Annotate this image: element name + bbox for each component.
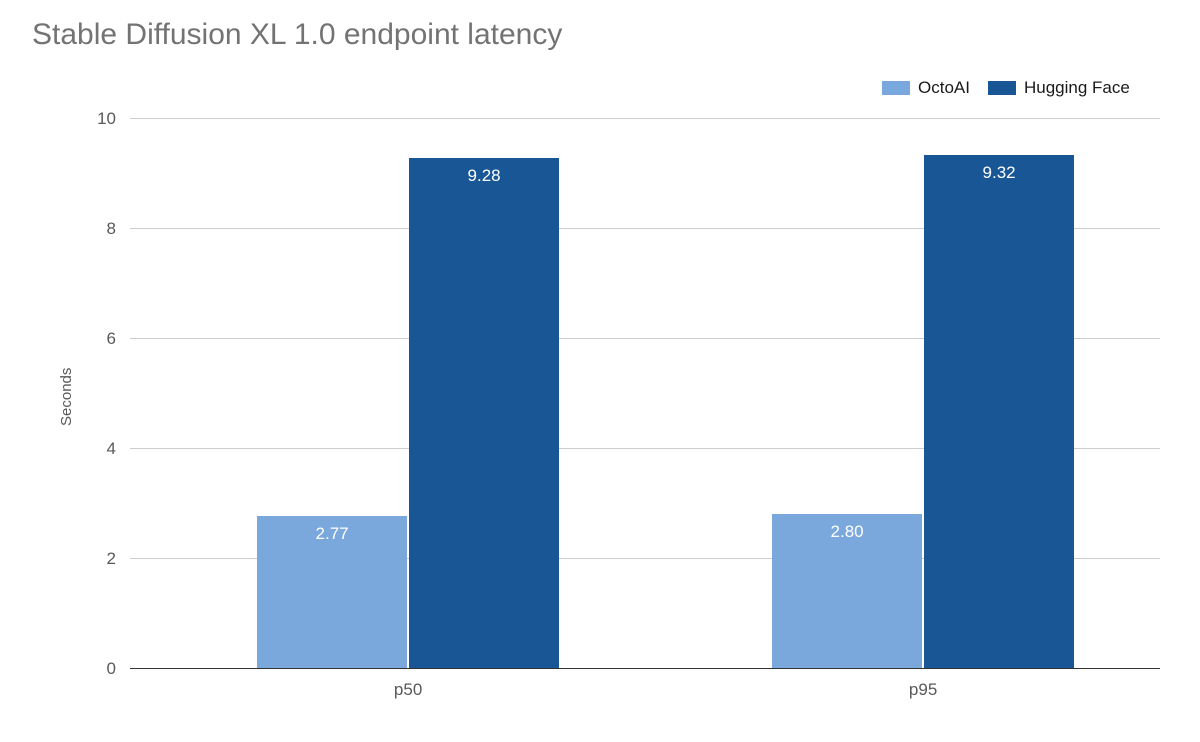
bar-label: 9.32 xyxy=(924,163,1074,183)
x-tick-label: p95 xyxy=(863,680,983,700)
y-tick-label: 6 xyxy=(76,329,116,349)
legend-item-octoai: OctoAI xyxy=(882,78,970,98)
gridline xyxy=(130,118,1160,119)
legend-item-huggingface: Hugging Face xyxy=(988,78,1130,98)
y-tick-label: 4 xyxy=(76,439,116,459)
y-tick-label: 2 xyxy=(76,549,116,569)
bar-label: 9.28 xyxy=(409,166,559,186)
x-tick-label: p50 xyxy=(348,680,468,700)
y-tick-label: 8 xyxy=(76,219,116,239)
legend: OctoAI Hugging Face xyxy=(882,78,1130,98)
plot-area: 0246810p502.779.28p952.809.32 xyxy=(130,118,1160,668)
chart-title: Stable Diffusion XL 1.0 endpoint latency xyxy=(32,18,562,52)
baseline xyxy=(130,668,1160,669)
bar-hugging-face-p95 xyxy=(924,155,1074,668)
chart-container: Stable Diffusion XL 1.0 endpoint latency… xyxy=(0,0,1200,742)
legend-label-octoai: OctoAI xyxy=(918,78,970,98)
y-tick-label: 0 xyxy=(76,659,116,679)
bar-label: 2.80 xyxy=(772,522,922,542)
legend-swatch-octoai xyxy=(882,81,910,95)
y-axis-label: Seconds xyxy=(58,368,75,426)
y-tick-label: 10 xyxy=(76,109,116,129)
bar-label: 2.77 xyxy=(257,524,407,544)
legend-swatch-huggingface xyxy=(988,81,1016,95)
legend-label-huggingface: Hugging Face xyxy=(1024,78,1130,98)
bar-hugging-face-p50 xyxy=(409,158,559,668)
